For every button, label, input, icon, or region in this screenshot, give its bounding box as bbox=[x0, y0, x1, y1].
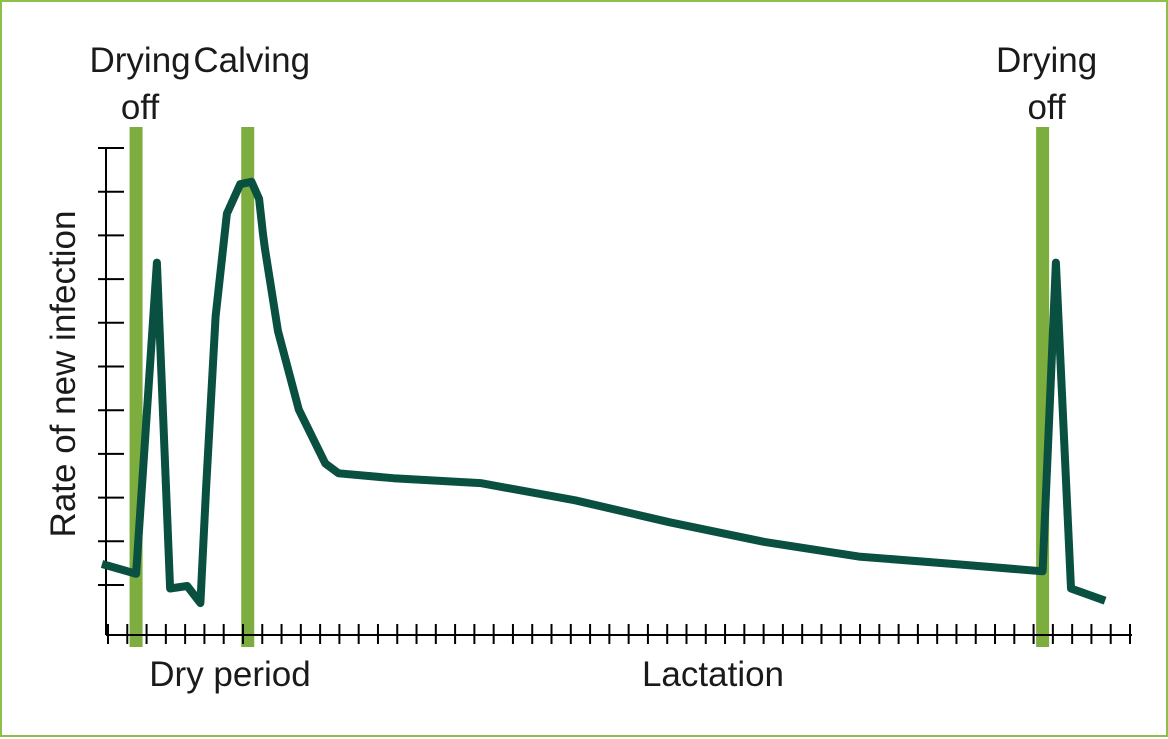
region-label: Dry period bbox=[149, 655, 310, 694]
y-axis-ticks bbox=[98, 147, 124, 586]
drying-off-2-label-line: Drying bbox=[996, 41, 1097, 80]
calving-marker bbox=[241, 127, 255, 647]
period-labels: Dry period Lactation bbox=[149, 655, 784, 694]
infection-rate-curve bbox=[100, 177, 1107, 608]
axes bbox=[98, 147, 1132, 644]
event-markers bbox=[129, 127, 1050, 647]
calving-label-line: Calving bbox=[193, 41, 310, 80]
drying-off-1-label-line: off bbox=[121, 88, 160, 127]
y-axis-label: Rate of new infection bbox=[44, 211, 83, 538]
drying-off-2-label-line: off bbox=[1027, 88, 1066, 127]
region-label: Lactation bbox=[642, 655, 784, 694]
drying-off-1-label-line: Drying bbox=[89, 41, 190, 80]
x-axis-ticks bbox=[107, 624, 1131, 644]
